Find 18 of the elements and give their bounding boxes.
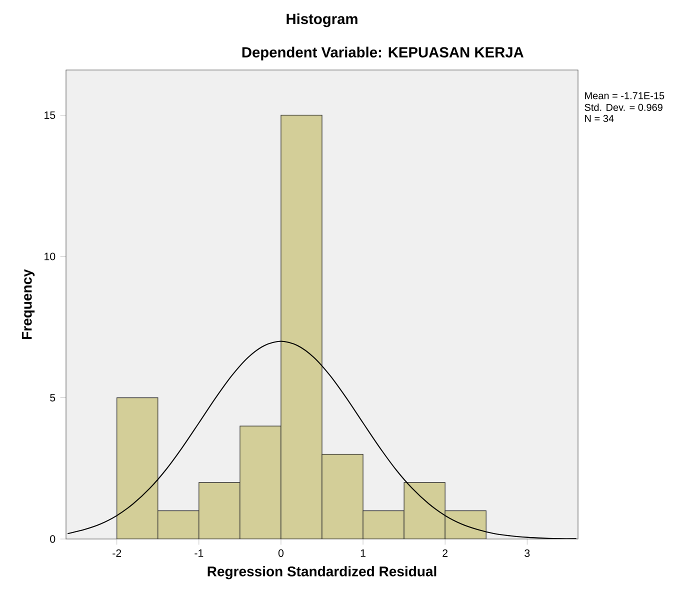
x-axis-title: Regression Standardized Residual <box>208 566 436 580</box>
x-tick-label: 3 <box>524 549 530 557</box>
x-tick-label: -1 <box>194 549 204 557</box>
line-series <box>67 340 577 539</box>
chart-subtitle: Dependent Variable: KEPUASAN KERJA <box>242 46 524 60</box>
text: Std. Dev. = 0.969 <box>584 104 662 111</box>
x-tick-label: 2 <box>442 549 448 557</box>
text: Mean = -1.71E-15 <box>585 92 664 100</box>
y-tick-label: 0 <box>50 535 56 543</box>
x-tick-label: 0 <box>278 549 284 557</box>
y-tick-label: 5 <box>50 394 56 402</box>
y-axis-title: Frequency <box>22 269 35 339</box>
x-tick-label: -2 <box>112 549 122 557</box>
y-tick-label: 15 <box>44 111 56 119</box>
y-tick-label: 10 <box>44 252 56 260</box>
text: N = 34 <box>585 114 614 122</box>
x-tick-label: 1 <box>360 549 366 557</box>
chart-title: Histogram <box>286 13 358 28</box>
